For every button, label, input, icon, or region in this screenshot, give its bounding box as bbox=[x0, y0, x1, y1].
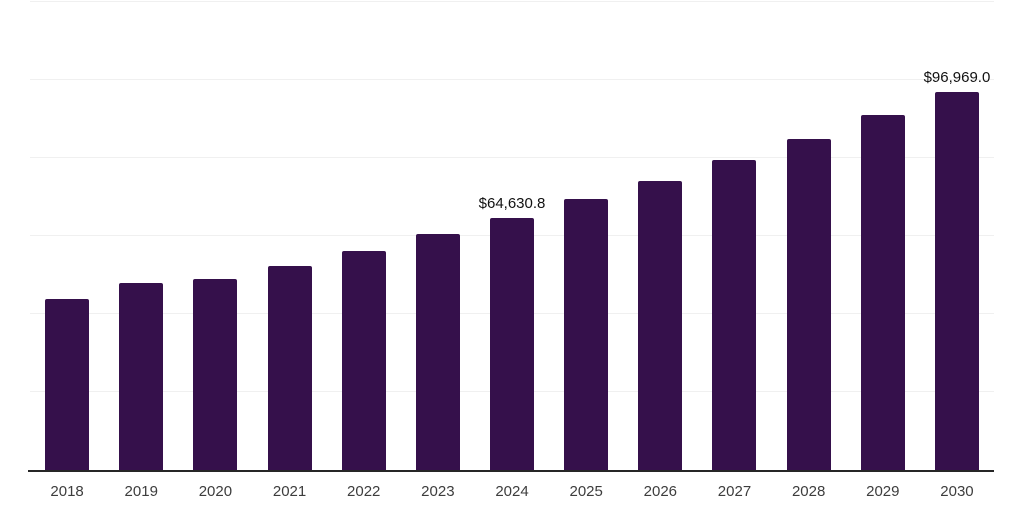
bar-column-2024: $64,630.8 bbox=[475, 2, 549, 470]
bar-2026 bbox=[638, 180, 683, 470]
bar-2027 bbox=[712, 160, 757, 470]
bar-2028 bbox=[786, 138, 831, 470]
bar-column-2028 bbox=[772, 2, 846, 470]
bar-column-2023 bbox=[401, 2, 475, 470]
x-tick-2019: 2019 bbox=[124, 483, 158, 500]
bar-column-2030: $96,969.0 bbox=[920, 2, 994, 470]
bar-2020 bbox=[193, 279, 238, 470]
bar-2025 bbox=[564, 199, 609, 470]
x-tick-2028: 2028 bbox=[791, 483, 826, 500]
bars-row: $64,630.8 $96,969.0 bbox=[30, 2, 994, 470]
x-tick-2026: 2026 bbox=[643, 483, 678, 500]
bar-2023 bbox=[415, 234, 460, 470]
bar-column-2020 bbox=[178, 2, 252, 470]
bar-2030 bbox=[934, 91, 979, 470]
bar-column-2018 bbox=[30, 2, 104, 470]
x-axis-line bbox=[28, 470, 994, 472]
bar-column-2027 bbox=[697, 2, 771, 470]
bar-2022 bbox=[341, 251, 386, 470]
x-tick-2029: 2029 bbox=[866, 483, 900, 500]
bar-2021 bbox=[267, 266, 312, 470]
x-tick-2022: 2022 bbox=[347, 483, 381, 500]
bar-column-2019 bbox=[104, 2, 178, 470]
bar-2024 bbox=[490, 217, 535, 470]
data-label-2030: $96,969.0 bbox=[923, 68, 991, 86]
bar-2018 bbox=[45, 298, 90, 470]
bar-column-2022 bbox=[327, 2, 401, 470]
plot-area: $64,630.8 $96,969.0 bbox=[28, 1, 994, 472]
bar-column-2025 bbox=[549, 2, 623, 470]
gridline-100000 bbox=[30, 79, 994, 80]
x-tick-2023: 2023 bbox=[421, 483, 455, 500]
x-tick-2030: 2030 bbox=[940, 483, 974, 500]
bar-column-2029 bbox=[846, 2, 920, 470]
x-tick-2020: 2020 bbox=[198, 483, 233, 500]
gridline-120000 bbox=[30, 1, 994, 2]
x-tick-2018: 2018 bbox=[50, 483, 84, 500]
bar-column-2021 bbox=[252, 2, 326, 470]
x-tick-2025: 2025 bbox=[569, 483, 603, 500]
bar-2019 bbox=[119, 283, 164, 470]
x-tick-2027: 2027 bbox=[717, 483, 752, 500]
data-label-2024: $64,630.8 bbox=[478, 194, 546, 212]
gridline-80000 bbox=[30, 157, 994, 159]
x-tick-2021: 2021 bbox=[272, 483, 307, 500]
x-axis-labels: 2018 2019 2020 2021 2022 2023 2024 2025 2026 2027… bbox=[30, 482, 994, 502]
bar-column-2026 bbox=[623, 2, 697, 470]
x-tick-2024: 2024 bbox=[495, 483, 529, 500]
bar-2029 bbox=[860, 115, 905, 470]
